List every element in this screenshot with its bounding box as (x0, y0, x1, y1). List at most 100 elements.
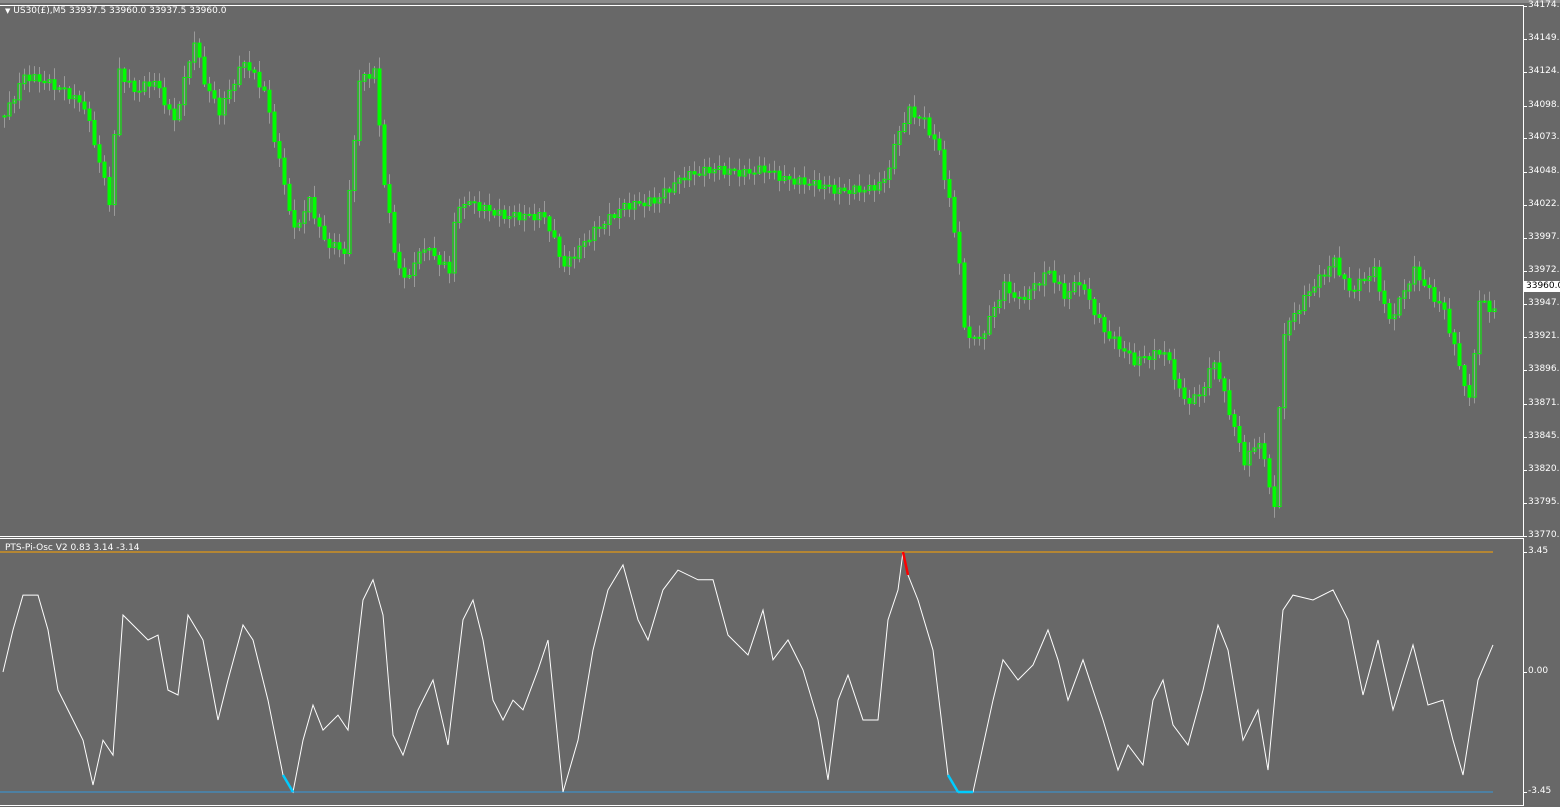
candle-body (757, 165, 762, 174)
price-tick-mark (1523, 205, 1527, 207)
candle (757, 156, 762, 175)
candle (67, 86, 72, 104)
candle (1272, 475, 1277, 518)
candle-body (547, 216, 552, 232)
candle (517, 203, 522, 226)
candle (1352, 285, 1357, 299)
price-tick-mark (1523, 437, 1527, 439)
candle (1332, 254, 1337, 279)
candle-body (27, 74, 32, 82)
candle (397, 243, 402, 276)
candle-body (802, 177, 807, 185)
candle (532, 203, 537, 231)
candle (287, 178, 292, 215)
candle (127, 69, 132, 88)
candle-body (1092, 298, 1097, 316)
candle (457, 198, 462, 229)
candle (1422, 269, 1427, 288)
candle-body (67, 88, 72, 100)
candle-body (347, 189, 352, 254)
candle-body (142, 81, 147, 92)
candle-body (742, 169, 747, 177)
candle (1462, 363, 1467, 396)
candle-body (137, 90, 142, 93)
candle-body (712, 168, 717, 174)
candle-body (702, 166, 707, 176)
window-top-border (0, 0, 1560, 3)
candle-body (1472, 353, 1477, 398)
candle (507, 206, 512, 229)
candle-body (1177, 378, 1182, 389)
candle (332, 233, 337, 255)
candle-body (282, 157, 287, 185)
candle-body (542, 212, 547, 218)
candle-body (1332, 257, 1337, 268)
candle (1477, 290, 1482, 366)
candle-body (77, 95, 82, 103)
candle-body (647, 197, 652, 207)
price-tick-label: 34022.5 (1528, 199, 1560, 210)
candle (957, 221, 962, 275)
candle-body (17, 83, 22, 101)
candle-body (582, 241, 587, 247)
candle-body (307, 197, 312, 213)
dropdown-triangle-icon[interactable]: ▼ (5, 7, 11, 15)
candle (897, 125, 902, 156)
candle (1142, 345, 1147, 364)
candle-body (147, 81, 152, 87)
candle-body (727, 168, 732, 175)
candle (1047, 266, 1052, 275)
candle (502, 205, 507, 224)
candle (967, 315, 972, 349)
candle (147, 72, 152, 98)
candle (1337, 246, 1342, 277)
candle (1197, 384, 1202, 407)
candle-body (1317, 274, 1322, 288)
candle-body (1477, 300, 1482, 355)
candle-body (917, 116, 922, 119)
candle-body (1447, 308, 1452, 334)
candle-body (62, 87, 67, 90)
candle (342, 241, 347, 265)
candle (1232, 409, 1237, 437)
candle-body (1222, 378, 1227, 392)
candle (837, 177, 842, 205)
candle-body (1072, 282, 1077, 293)
candle (777, 165, 782, 192)
candle-body (607, 214, 612, 225)
candle-body (177, 104, 182, 121)
candle (72, 84, 77, 109)
candle (782, 165, 787, 184)
candle (1437, 291, 1442, 312)
candle (537, 208, 542, 228)
candle (212, 81, 217, 104)
candle-body (487, 204, 492, 212)
candle-body (732, 168, 737, 171)
candle (137, 79, 142, 102)
candle (452, 212, 457, 282)
candle-body (1287, 320, 1292, 336)
candle (577, 237, 582, 263)
candle (622, 198, 627, 217)
candlestick-chart[interactable] (0, 0, 1523, 537)
candle-body (312, 197, 317, 219)
candle (867, 174, 872, 195)
candle (1127, 342, 1132, 365)
candle (632, 194, 637, 220)
candle (442, 251, 447, 269)
price-chart-panel[interactable] (0, 5, 1524, 537)
candle-body (882, 178, 887, 183)
price-tick-label: 33921.5 (1528, 331, 1560, 342)
oscillator-chart[interactable] (0, 0, 1523, 807)
candle (1102, 314, 1107, 344)
candle (667, 186, 672, 204)
price-tick-label: 33972.0 (1528, 265, 1560, 276)
candle-body (1457, 343, 1462, 367)
candle (492, 208, 497, 219)
candle (567, 251, 572, 275)
candle (122, 67, 127, 94)
candle-body (432, 247, 437, 257)
candle-body (1132, 352, 1137, 366)
price-tick-mark (1523, 271, 1527, 273)
candle-body (677, 177, 682, 184)
